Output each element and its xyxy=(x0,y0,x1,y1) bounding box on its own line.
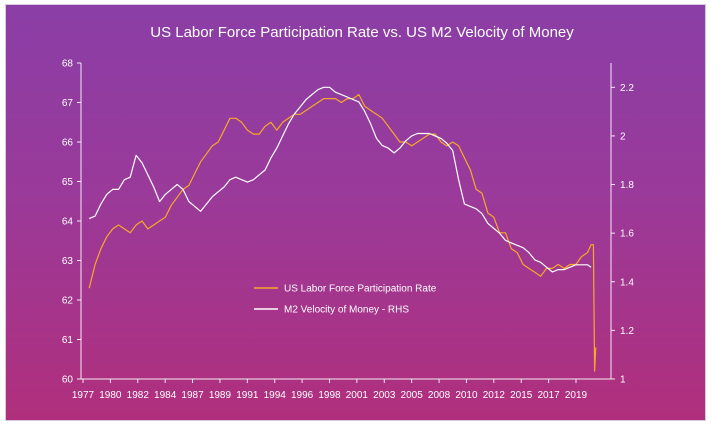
series-line-m2-velocity xyxy=(88,86,592,273)
y-left-tick-label: 65 xyxy=(62,177,74,188)
chart-svg: US Labor Force Participation Rate vs. US… xyxy=(62,24,634,402)
x-tick-label: 1998 xyxy=(318,390,341,401)
y-left-tick-label: 61 xyxy=(62,335,74,346)
x-tick-label: 1996 xyxy=(291,390,314,401)
x-tick-label: 2012 xyxy=(483,390,506,401)
y-left-tick-label: 64 xyxy=(62,217,74,228)
y-right-tick-label: 1 xyxy=(620,375,626,386)
x-tick-label: 2001 xyxy=(346,390,369,401)
x-tick-label: 2015 xyxy=(510,390,533,401)
series-layer xyxy=(88,86,597,372)
y-left-tick-label: 60 xyxy=(62,375,74,386)
y-left-tick-label: 62 xyxy=(62,296,74,307)
x-tick-label: 2017 xyxy=(537,390,560,401)
x-tick-label: 1977 xyxy=(72,390,95,401)
y-right-tick-label: 1.6 xyxy=(620,229,634,240)
x-tick-label: 1989 xyxy=(209,390,232,401)
x-tick-label: 2010 xyxy=(455,390,478,401)
x-tick-label: 2019 xyxy=(565,390,588,401)
y-right-tick-label: 2.2 xyxy=(620,83,634,94)
chart-title: US Labor Force Participation Rate vs. US… xyxy=(150,24,574,41)
x-tick-label: 1984 xyxy=(154,390,177,401)
x-tick-label: 1982 xyxy=(127,390,150,401)
legend-label: US Labor Force Participation Rate xyxy=(284,284,437,295)
x-tick-label: 2008 xyxy=(428,390,451,401)
x-tick-label: 1991 xyxy=(236,390,259,401)
x-tick-label: 2003 xyxy=(373,390,396,401)
x-tick-label: 1987 xyxy=(181,390,204,401)
x-tick-label: 1994 xyxy=(264,390,287,401)
x-tick-label: 1980 xyxy=(99,390,122,401)
legend: US Labor Force Participation Rate M2 Velo… xyxy=(254,284,437,316)
y-right-tick-label: 1.2 xyxy=(620,326,634,337)
x-tick-label: 2005 xyxy=(401,390,424,401)
y-left-tick-label: 68 xyxy=(62,59,74,70)
series-line-participation-rate xyxy=(88,93,597,372)
y-right-tick-label: 1.8 xyxy=(620,180,634,191)
y-right-tick-label: 1.4 xyxy=(620,277,634,288)
y-left-tick-label: 67 xyxy=(62,98,74,109)
chart-container: US Labor Force Participation Rate vs. US… xyxy=(5,4,706,421)
y-left-tick-label: 66 xyxy=(62,138,74,149)
y-right-tick-label: 2 xyxy=(620,131,626,142)
axes: 60 61 62 63 64 65 66 67 68 1 1.2 1.4 1.6 1.8 2 2.2 1977 1… xyxy=(62,59,634,402)
legend-label: M2 Velocity of Money - RHS xyxy=(284,305,409,316)
y-left-tick-label: 63 xyxy=(62,256,74,267)
